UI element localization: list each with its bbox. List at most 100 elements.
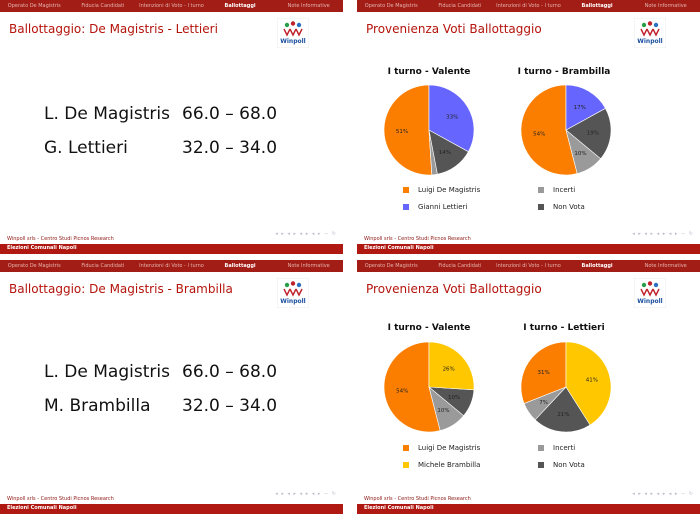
- pie-slice-label: 31%: [538, 370, 550, 376]
- pie-slice-label: 41%: [586, 377, 598, 383]
- nav-item[interactable]: Operato De Magistris: [7, 263, 61, 269]
- legend-swatch: [403, 445, 409, 451]
- nav-item-active[interactable]: Ballottaggi: [224, 263, 256, 269]
- pie-chart: 54% 10% 19% 17%: [520, 84, 612, 176]
- nav-item[interactable]: Operato De Magistris: [364, 3, 418, 9]
- legend-item: Incerti: [538, 186, 575, 194]
- nav-bar: Operato De Magistris Fiducia Candidati I…: [357, 260, 700, 272]
- vote-range: 32.0 – 34.0: [182, 138, 278, 158]
- pie-slice: [565, 341, 612, 426]
- pie-chart: 31% 7% 21% 41%: [520, 341, 612, 433]
- nav-item-active[interactable]: Ballottaggi: [581, 263, 613, 269]
- footer-line2: Elezioni Comunali Napoli: [0, 244, 343, 254]
- vote-range: 66.0 – 68.0: [182, 104, 278, 124]
- nav-item[interactable]: Note Informative: [287, 263, 330, 269]
- svg-text:Winpoll: Winpoll: [637, 38, 662, 45]
- footer-line2: Elezioni Comunali Napoli: [357, 244, 700, 254]
- nav-item[interactable]: Fiducia Candidati: [81, 3, 125, 9]
- legend-item: Michele Brambilla: [403, 461, 480, 469]
- pie-slice: [534, 386, 591, 433]
- pie-title: I turno - Valente: [387, 67, 471, 77]
- nav-item[interactable]: Note Informative: [644, 263, 687, 269]
- pie-title: I turno - Lettieri: [523, 323, 605, 333]
- pie-chart: 51% 14% 33%: [383, 84, 475, 176]
- nav-item[interactable]: Intenzioni di Voto - I turno: [139, 3, 204, 9]
- pie-slice-label: 14%: [439, 150, 451, 156]
- nav-item[interactable]: Intenzioni di Voto - I turno: [496, 263, 561, 269]
- pie-slice: [520, 341, 567, 404]
- footer-line1: Winpoll srls - Centro Studi Picnos Resea…: [364, 496, 471, 502]
- beamer-nav-symbols[interactable]: ◂ ▸ ◂ ▸ ◂ ▸ ◂ ▸ ∽ ↻: [275, 491, 337, 497]
- legend-swatch: [538, 187, 544, 193]
- slide-2: Operato De Magistris Fiducia Candidati I…: [357, 0, 700, 254]
- pie-slice-label: 7%: [539, 400, 548, 406]
- legend-swatch: [403, 204, 409, 210]
- pie-title: I turno - Valente: [387, 323, 471, 333]
- beamer-nav-symbols[interactable]: ◂ ▸ ◂ ▸ ◂ ▸ ◂ ▸ ∽ ↻: [632, 231, 694, 237]
- legend-item: Luigi De Magistris: [403, 444, 480, 452]
- nav-item[interactable]: Fiducia Candidati: [81, 263, 125, 269]
- pie-slice-label: 26%: [443, 367, 455, 373]
- footer-line1: Winpoll srls - Centro Studi Picnos Resea…: [364, 236, 471, 242]
- pie-title: I turno - Brambilla: [517, 67, 611, 77]
- beamer-nav-symbols[interactable]: ◂ ▸ ◂ ▸ ◂ ▸ ◂ ▸ ∽ ↻: [632, 491, 694, 497]
- nav-item[interactable]: Operato De Magistris: [364, 263, 418, 269]
- footer-line2: Elezioni Comunali Napoli: [0, 504, 343, 514]
- legend-swatch: [403, 462, 409, 468]
- nav-item[interactable]: Fiducia Candidati: [438, 3, 482, 9]
- candidate-name: M. Brambilla: [44, 396, 151, 416]
- nav-bar: Operato De Magistris Fiducia Candidati I…: [357, 0, 700, 12]
- svg-text:Winpoll: Winpoll: [280, 38, 305, 45]
- beamer-nav-symbols[interactable]: ◂ ▸ ◂ ▸ ◂ ▸ ◂ ▸ ∽ ↻: [275, 231, 337, 237]
- pie-slice-label: 10%: [437, 408, 449, 414]
- pie-slice-label: 10%: [574, 151, 586, 157]
- nav-item[interactable]: Note Informative: [287, 3, 330, 9]
- slide-3: Operato De Magistris Fiducia Candidati I…: [0, 260, 343, 514]
- slide-title: Provenienza Voti Ballottaggio: [366, 282, 542, 296]
- pie-slice-label: 33%: [446, 114, 458, 120]
- winpoll-logo: Winpoll: [633, 17, 667, 49]
- pie-slice-label: 51%: [396, 129, 408, 135]
- pie-slice: [428, 84, 475, 153]
- candidate-name: L. De Magistris: [44, 104, 170, 124]
- pie-slice: [383, 341, 441, 433]
- slide-1: Operato De Magistris Fiducia Candidati I…: [0, 0, 343, 254]
- vote-range: 66.0 – 68.0: [182, 362, 278, 382]
- pie-slice: [565, 107, 612, 160]
- legend-swatch: [538, 445, 544, 451]
- candidate-name: L. De Magistris: [44, 362, 170, 382]
- pie-slice-label: 19%: [587, 131, 599, 137]
- nav-item[interactable]: Intenzioni di Voto - I turno: [496, 3, 561, 9]
- pie-slice: [428, 341, 475, 391]
- pie-slice: [565, 84, 606, 131]
- pie-slice-label: 54%: [396, 388, 408, 394]
- nav-item-active[interactable]: Ballottaggi: [581, 3, 613, 9]
- pie-chart: 54% 10% 10% 26%: [383, 341, 475, 433]
- legend-item: Incerti: [538, 444, 575, 452]
- nav-item-active[interactable]: Ballottaggi: [224, 3, 256, 9]
- legend-swatch: [538, 204, 544, 210]
- slide-4: Operato De Magistris Fiducia Candidati I…: [357, 260, 700, 514]
- winpoll-logo: Winpoll: [276, 17, 310, 49]
- slide-title: Ballottaggio: De Magistris - Lettieri: [9, 22, 218, 36]
- pie-slice: [520, 84, 578, 176]
- nav-item[interactable]: Intenzioni di Voto - I turno: [139, 263, 204, 269]
- nav-item[interactable]: Fiducia Candidati: [438, 263, 482, 269]
- candidate-name: G. Lettieri: [44, 138, 128, 158]
- legend-swatch: [403, 187, 409, 193]
- nav-item[interactable]: Operato De Magistris: [7, 3, 61, 9]
- slide-title: Provenienza Voti Ballottaggio: [366, 22, 542, 36]
- svg-text:Winpoll: Winpoll: [637, 298, 662, 305]
- nav-bar: Operato De Magistris Fiducia Candidati I…: [0, 260, 343, 272]
- slide-title: Ballottaggio: De Magistris - Brambilla: [9, 282, 233, 296]
- legend-item: Non Vota: [538, 203, 585, 211]
- svg-text:Winpoll: Winpoll: [280, 298, 305, 305]
- nav-item[interactable]: Note Informative: [644, 3, 687, 9]
- legend-item: Non Vota: [538, 461, 585, 469]
- pie-slice-label: 54%: [533, 131, 545, 137]
- legend-item: Gianni Lettieri: [403, 203, 467, 211]
- pie-slice-label: 10%: [448, 395, 460, 401]
- legend-swatch: [538, 462, 544, 468]
- footer-line2: Elezioni Comunali Napoli: [357, 504, 700, 514]
- winpoll-logo: Winpoll: [276, 277, 310, 309]
